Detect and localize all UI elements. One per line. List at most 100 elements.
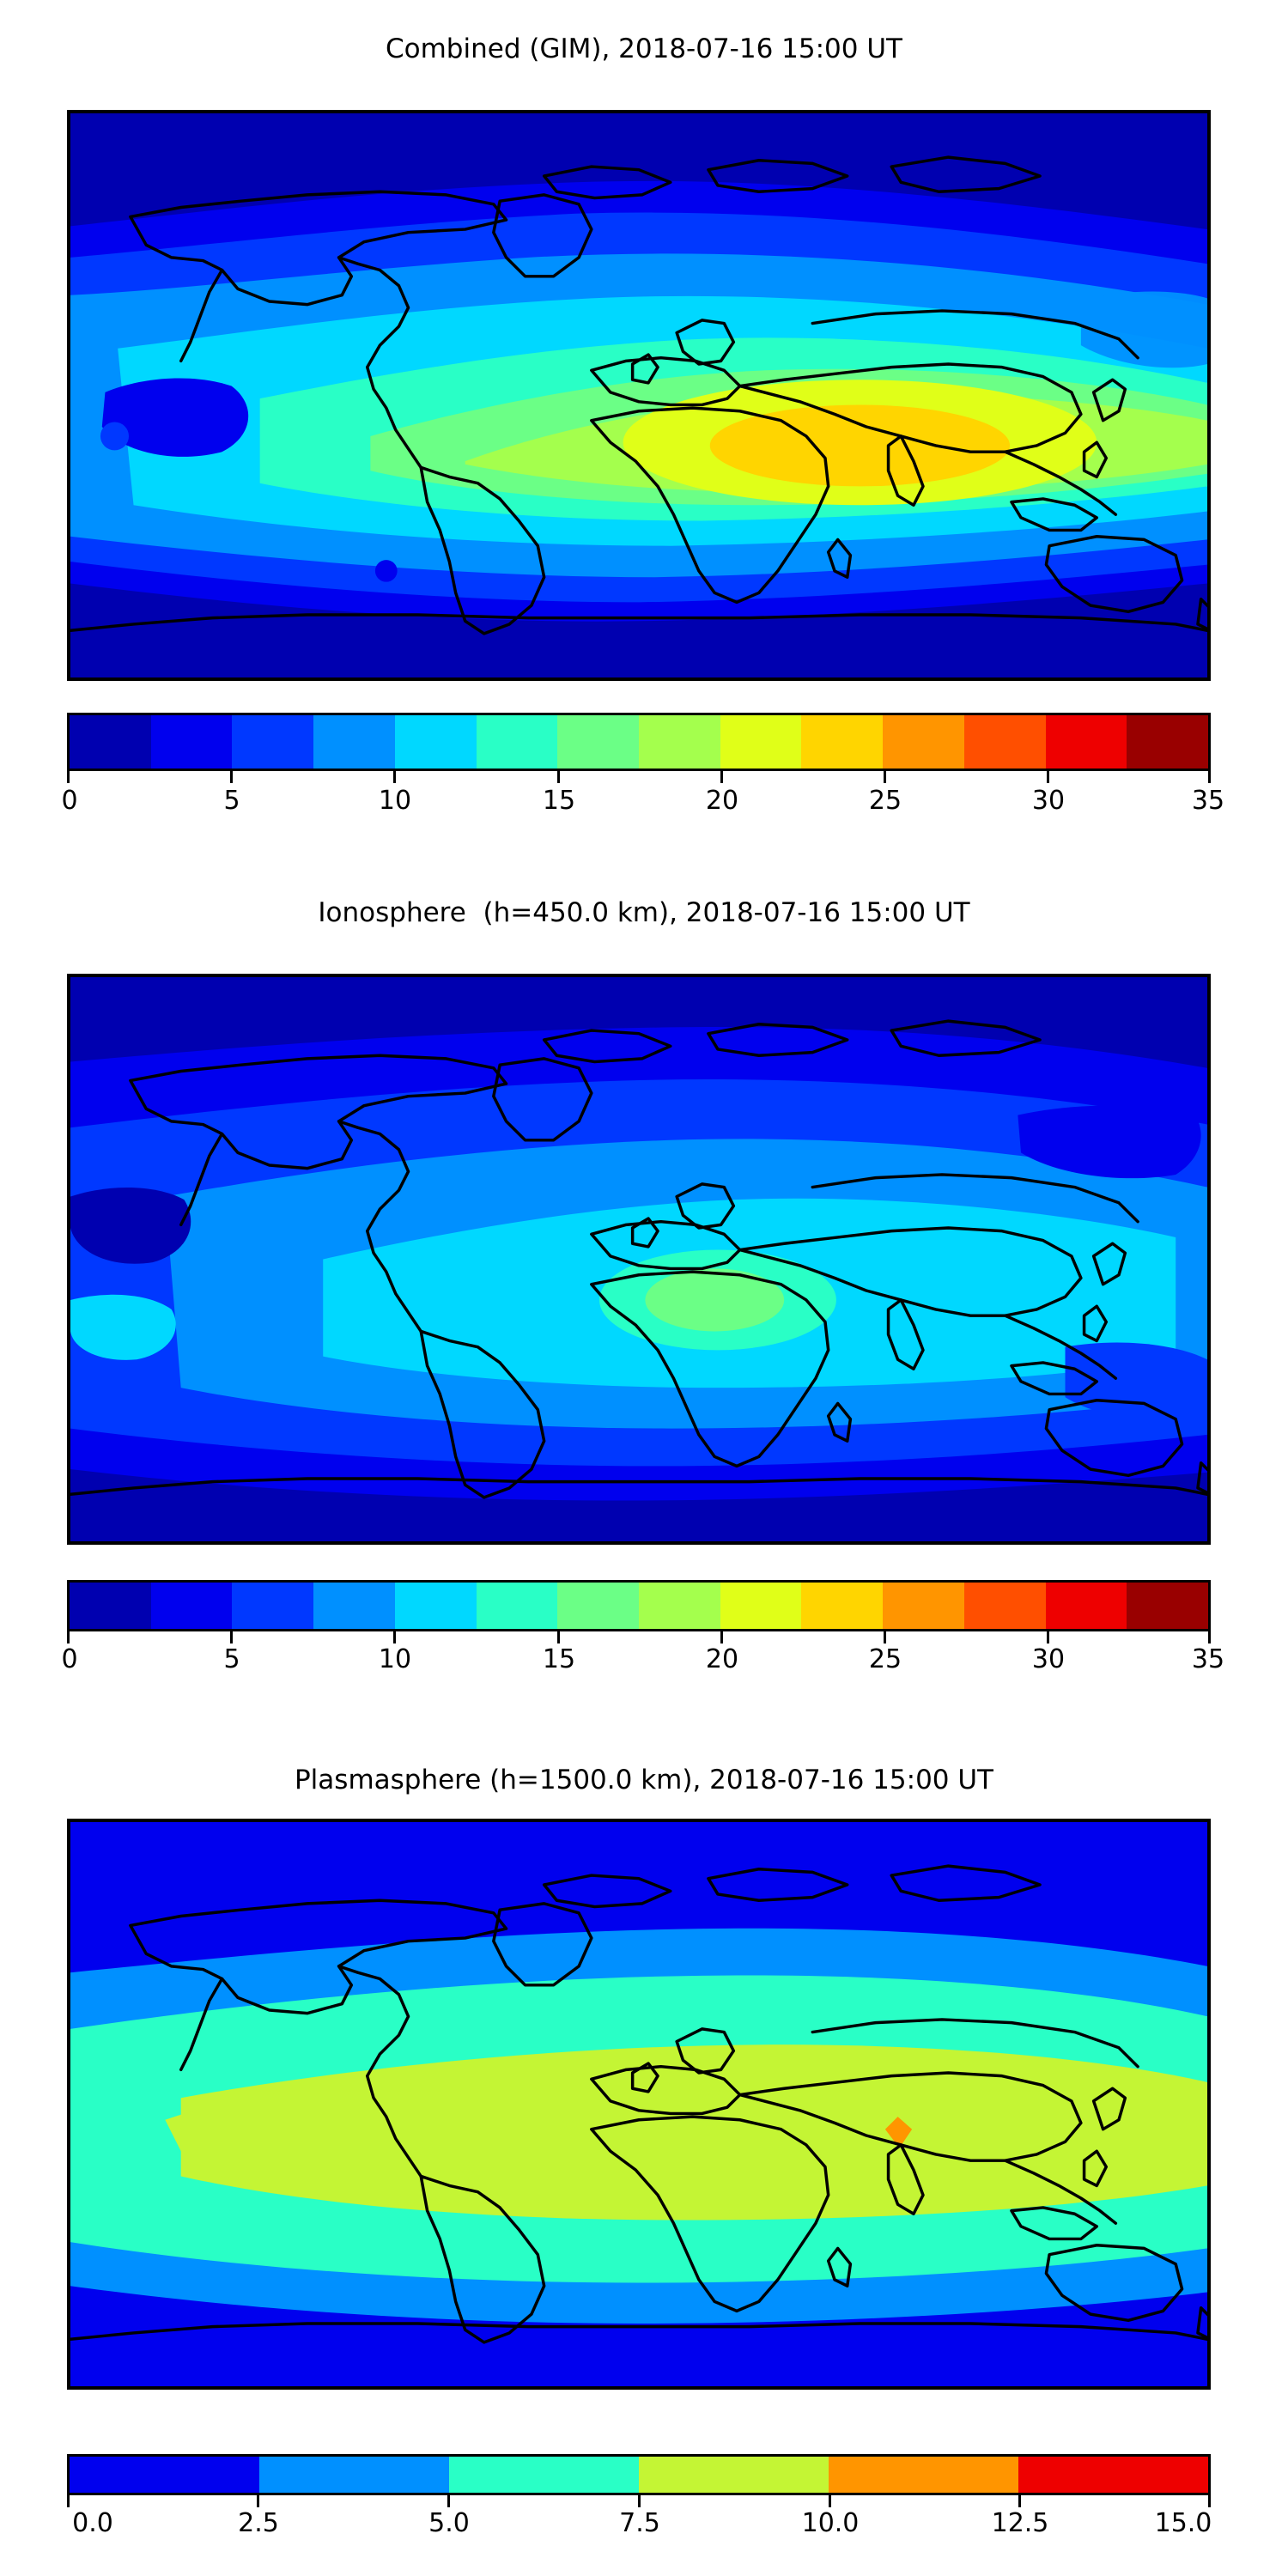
colorbar-tick-label: 20	[705, 786, 739, 816]
colorbar-tick-label: 35	[1191, 1644, 1225, 1674]
coastline-layer	[70, 1864, 1207, 2344]
panel-combined-gim: Combined (GIM), 2018-07-16 15:00 UT	[0, 0, 1288, 841]
colorbar-tick-label: 30	[1031, 1644, 1066, 1674]
colorbar-tick-label: 10	[378, 1644, 412, 1674]
colorbar-tick	[720, 1631, 723, 1643]
colorbar-segment	[963, 715, 1046, 769]
colorbar-tick	[557, 1631, 560, 1643]
colorbar-tick-label: 10.0	[801, 2508, 860, 2538]
colorbar-segment	[394, 1583, 477, 1629]
panel-ionosphere: Ionosphere (h=450.0 km), 2018-07-16 15:0…	[0, 859, 1288, 1726]
colorbar-tick-label: 15.0	[1154, 2508, 1212, 2538]
colorbar-tick-label: 2.5	[238, 2508, 279, 2538]
colorbar-segment	[394, 715, 477, 769]
colorbar-tick	[447, 2495, 450, 2507]
colorbar-segment	[1127, 715, 1208, 769]
colorbar-tick-label: 10	[378, 786, 412, 816]
panel-title-combined-gim: Combined (GIM), 2018-07-16 15:00 UT	[386, 33, 902, 64]
colorbar-segment	[150, 1583, 233, 1629]
colorbar-tick-label: 0	[61, 1644, 78, 1674]
colorbar-tick-label: 25	[868, 786, 902, 816]
panel-title-plasmasphere: Plasmasphere (h=1500.0 km), 2018-07-16 1…	[294, 1765, 993, 1795]
colorbar-tick-label: 25	[868, 1644, 902, 1674]
colorbar-segment	[1045, 1583, 1127, 1629]
colorbar-segment	[476, 1583, 558, 1629]
colorbar-tick	[884, 1631, 886, 1643]
colorbar-tick	[1208, 771, 1211, 783]
colorbar-tick-label: 5	[223, 1644, 240, 1674]
colorbar-labels-ionosphere: 0 5 10 15 20 25 30 35	[61, 1644, 1224, 1683]
colorbar-segment	[639, 715, 720, 769]
colorbar-tick-label: 30	[1031, 786, 1066, 816]
colorbar-segment	[232, 1583, 314, 1629]
colorbar-tick	[393, 771, 396, 783]
colorbar-segment	[313, 1583, 395, 1629]
panel-title-ionosphere: Ionosphere (h=450.0 km), 2018-07-16 15:0…	[318, 897, 970, 928]
colorbar-tick-label: 0.0	[72, 2508, 113, 2538]
colorbar-tick	[638, 2495, 641, 2507]
colorbar-segment	[232, 715, 314, 769]
colorbar-tick-label: 5	[223, 786, 240, 816]
colorbar-segment	[70, 2457, 259, 2493]
colorbar-tick	[1047, 771, 1049, 783]
colorbar-segment	[313, 715, 395, 769]
colorbar-tick	[393, 1631, 396, 1643]
colorbar-tick	[1208, 1631, 1211, 1643]
colorbar-tick	[720, 771, 723, 783]
colorbar-tick	[257, 2495, 259, 2507]
colorbar-segment	[70, 715, 151, 769]
colorbar-ticks-combined-gim	[67, 771, 1211, 783]
colorbar-segment	[259, 2457, 449, 2493]
colorbar-tick	[230, 1631, 233, 1643]
colorbar-gradient-combined-gim	[67, 713, 1211, 771]
colorbar-segment	[557, 1583, 640, 1629]
colorbar-tick	[1047, 1631, 1049, 1643]
colorbar-tick-label: 0	[61, 786, 78, 816]
colorbar-tick	[67, 1631, 70, 1643]
colorbar-combined-gim: 0 5 10 15 20 25 30 35	[61, 713, 1224, 833]
colorbar-segment	[829, 2457, 1018, 2493]
colorbar-tick	[829, 2495, 831, 2507]
colorbar-segment	[150, 715, 233, 769]
colorbar-segment	[720, 1583, 802, 1629]
colorbar-segment	[801, 1583, 884, 1629]
colorbar-labels-plasmasphere: 0.0 2.5 5.0 7.5 10.0 12.5 15.0	[67, 2508, 1212, 2547]
colorbar-segment	[883, 1583, 964, 1629]
colorbar-segment	[639, 1583, 720, 1629]
panel-plasmasphere: Plasmasphere (h=1500.0 km), 2018-07-16 1…	[0, 1735, 1288, 2576]
colorbar-tick	[557, 771, 560, 783]
colorbar-tick	[884, 771, 886, 783]
colorbar-tick	[230, 771, 233, 783]
colorbar-segment	[1127, 1583, 1208, 1629]
colorbar-segment	[557, 715, 640, 769]
colorbar-tick-label: 15	[542, 786, 576, 816]
colorbar-tick-label: 7.5	[619, 2508, 660, 2538]
colorbar-ticks-ionosphere	[67, 1631, 1211, 1643]
colorbar-segment	[883, 715, 964, 769]
colorbar-tick-label: 35	[1191, 786, 1225, 816]
colorbar-segment	[720, 715, 802, 769]
colorbar-labels-combined-gim: 0 5 10 15 20 25 30 35	[61, 786, 1224, 824]
colorbar-tick	[1018, 2495, 1021, 2507]
colorbar-tick-label: 20	[705, 1644, 739, 1674]
colorbar-segment	[449, 2457, 639, 2493]
colorbar-segment	[70, 1583, 151, 1629]
map-canvas-plasmasphere	[70, 1822, 1207, 2386]
colorbar-tick-label: 15	[542, 1644, 576, 1674]
map-canvas-combined-gim	[70, 113, 1207, 677]
map-canvas-ionosphere	[70, 977, 1207, 1541]
coastline-layer	[70, 155, 1207, 635]
colorbar-tick	[67, 2495, 70, 2507]
colorbar-gradient-plasmasphere	[67, 2454, 1211, 2495]
colorbar-segment	[801, 715, 884, 769]
colorbar-segment	[639, 2457, 829, 2493]
colorbar-tick-label: 5.0	[428, 2508, 470, 2538]
colorbar-ionosphere: 0 5 10 15 20 25 30 35	[61, 1580, 1224, 1700]
colorbar-tick	[1208, 2495, 1211, 2507]
colorbar-tick	[67, 771, 70, 783]
map-combined-gim	[67, 110, 1211, 681]
map-ionosphere	[67, 974, 1211, 1545]
coastline-layer	[70, 1019, 1207, 1499]
colorbar-tick-label: 12.5	[991, 2508, 1049, 2538]
